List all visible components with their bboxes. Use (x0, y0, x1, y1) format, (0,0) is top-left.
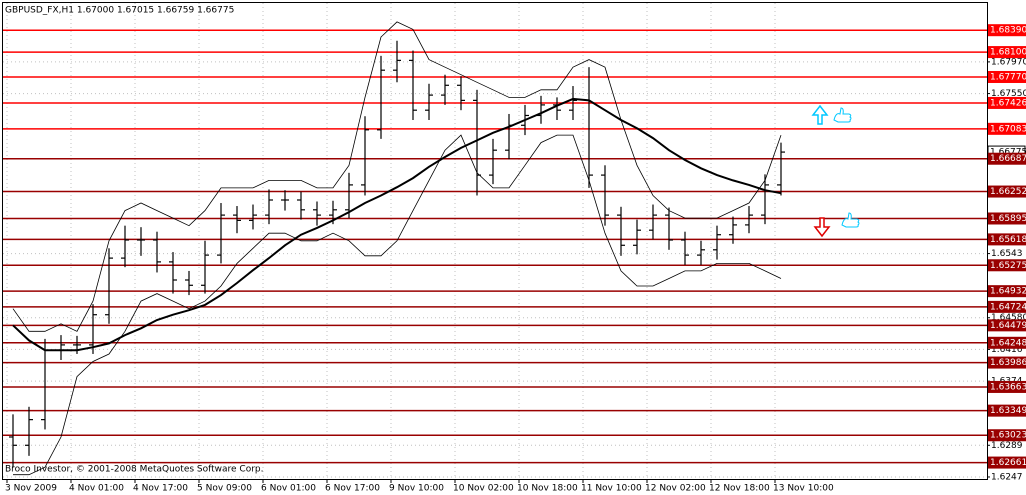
level-label: 1.66252 (990, 187, 1026, 197)
x-tick-label: 12 Nov 18:00 (709, 484, 770, 494)
level-box (988, 212, 1026, 225)
indicator-line (12, 97, 782, 352)
level-label: 1.63023 (990, 431, 1026, 441)
level-box (988, 300, 1026, 313)
level-box (988, 70, 1026, 83)
level-label: 1.64248 (990, 338, 1026, 348)
x-tick-label: 9 Nov 10:00 (389, 484, 444, 494)
chart-title: GBPUSD_FX,H1 1.67000 1.67015 1.66759 1.6… (5, 6, 234, 16)
level-box (988, 380, 1026, 393)
level-label: 1.68100 (990, 48, 1026, 58)
level-label: 1.65275 (990, 261, 1026, 271)
y-tick-label: 1.67970 (991, 57, 1026, 67)
indicator-line (13, 134, 782, 476)
level-box (988, 122, 1026, 135)
x-tick-label: 6 Nov 01:00 (261, 484, 316, 494)
level-box (988, 404, 1026, 417)
level-label: 1.66687 (990, 154, 1026, 164)
level-box (988, 336, 1026, 349)
buy-signal-icon (811, 104, 852, 125)
level-box (988, 456, 1026, 469)
sell-signal-icon (813, 212, 860, 238)
price-axis: 1.679701.675501.65431.645801.64161.63741… (987, 24, 1026, 482)
level-label: 1.63663 (990, 382, 1026, 392)
level-label: 1.63349 (990, 406, 1026, 416)
x-tick-label: 6 Nov 17:00 (325, 484, 380, 494)
y-tick-label: 1.6416 (991, 345, 1023, 355)
last-price-label: 1.66775 (990, 148, 1026, 158)
level-label: 1.64724 (990, 302, 1026, 312)
level-label: 1.64932 (990, 287, 1026, 297)
level-box (988, 46, 1026, 59)
level-box (988, 96, 1026, 109)
level-box (988, 259, 1026, 272)
level-box (988, 233, 1026, 246)
y-tick-label: 1.67550 (991, 89, 1026, 99)
x-tick-label: 12 Nov 02:00 (645, 484, 706, 494)
level-box (988, 24, 1026, 37)
y-tick-label: 1.6247 (991, 472, 1023, 482)
level-label: 1.63986 (990, 358, 1026, 368)
level-label: 1.65895 (990, 214, 1026, 224)
level-box (988, 356, 1026, 369)
x-tick-label: 10 Nov 02:00 (453, 484, 514, 494)
x-tick-label: 13 Nov 10:00 (773, 484, 834, 494)
level-box (988, 285, 1026, 298)
level-label: 1.68390 (990, 26, 1026, 36)
x-tick-label: 11 Nov 10:00 (581, 484, 642, 494)
x-tick-label: 5 Nov 09:00 (197, 484, 252, 494)
level-box (988, 185, 1026, 198)
y-tick-label: 1.64580 (991, 313, 1026, 323)
level-label: 1.67770 (990, 72, 1026, 82)
indicator-line (12, 21, 782, 332)
level-box (988, 319, 1026, 332)
level-label: 1.67426 (990, 98, 1026, 108)
level-box (988, 152, 1026, 165)
level-label: 1.65618 (990, 235, 1026, 245)
level-label: 1.67083 (990, 124, 1026, 134)
plot-frame (2, 2, 988, 480)
x-tick-label: 3 Nov 2009 (5, 484, 57, 494)
level-label: 1.62661 (990, 458, 1026, 468)
level-label: 1.64479 (990, 321, 1026, 331)
x-tick-label: 4 Nov 17:00 (133, 484, 188, 494)
y-tick-label: 1.6289 (991, 441, 1023, 451)
x-tick-label: 4 Nov 01:00 (69, 484, 124, 494)
plot-area (3, 3, 987, 480)
level-box (988, 429, 1026, 442)
y-tick-label: 1.6543 (991, 249, 1023, 259)
footer: Broco Investor, © 2001-2008 MetaQuotes S… (5, 465, 264, 475)
x-tick-label: 10 Nov 18:00 (517, 484, 578, 494)
